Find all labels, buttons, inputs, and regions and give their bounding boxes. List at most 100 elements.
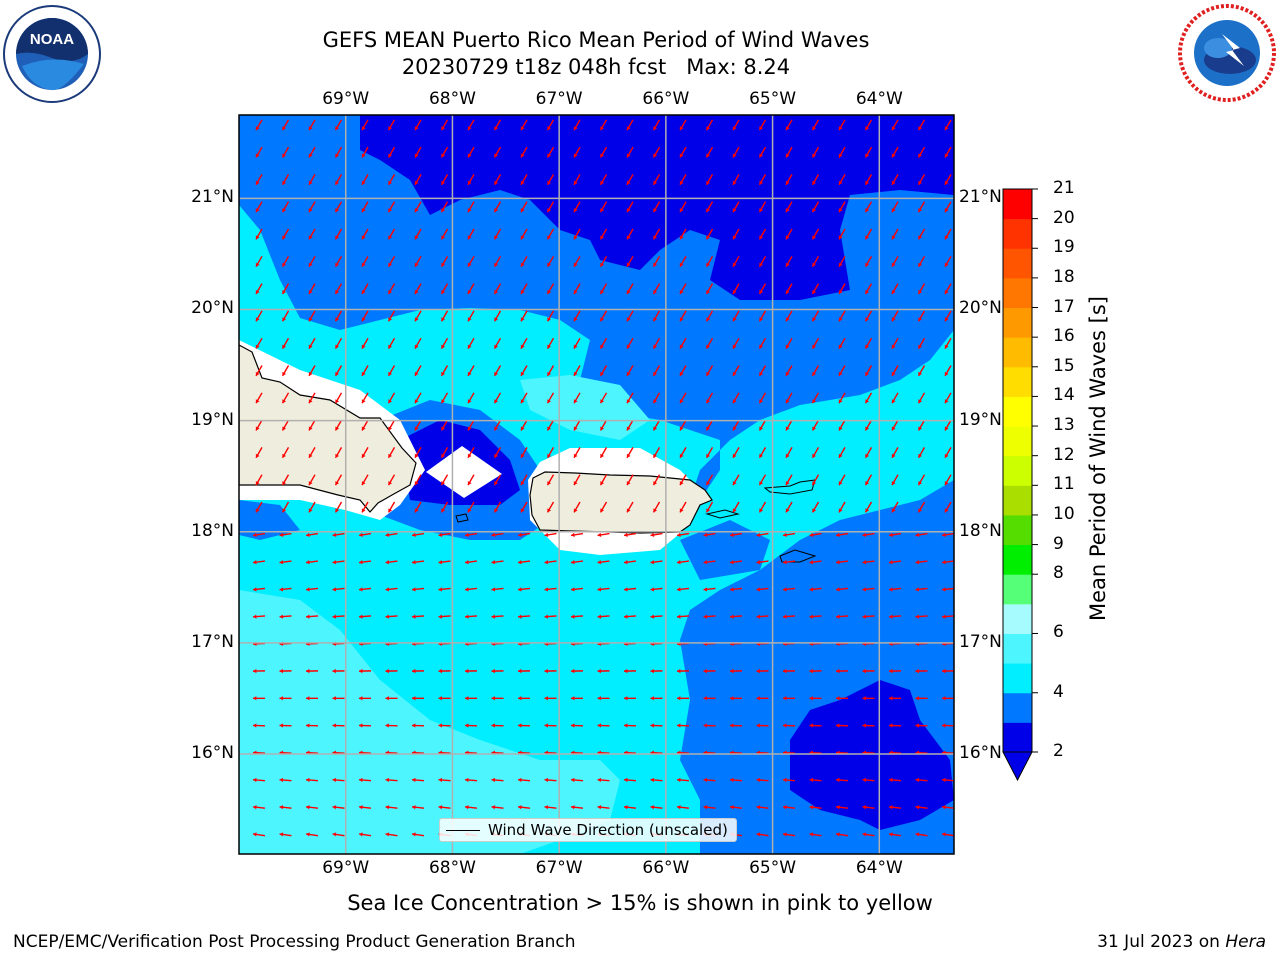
wave-direction-arrowhead [838,235,843,240]
wave-direction-arrowhead [308,508,313,513]
wave-direction-arrowhead [730,723,734,728]
wave-direction-arrowhead [494,235,499,240]
wave-direction-arrowhead [306,532,310,538]
wave-direction-arrowhead [891,344,896,349]
wave-direction-arrowhead [624,805,628,810]
wave-direction-arrowhead [335,426,340,431]
wave-direction-arrowhead [653,371,658,376]
wave-direction-arrowhead [706,481,711,486]
wave-direction-arrowhead [624,668,628,674]
wave-direction-arrowhead [783,777,787,783]
wave-direction-arrowhead [915,668,919,674]
wave-direction-arrowhead [730,696,734,701]
wave-direction-arrowhead [600,344,605,349]
wave-direction-arrowhead [679,426,684,431]
period-field [239,115,954,854]
wave-direction-arrowhead [838,426,843,431]
wave-direction-arrowhead [414,289,419,294]
wave-direction-arrowhead [783,832,787,837]
wave-direction-arrowhead [414,399,419,404]
colorbar-tick-label: 18 [1053,266,1075,287]
wave-direction-arrowhead [891,453,896,458]
wave-direction-arrowhead [865,235,870,240]
wave-direction-arrowhead [706,453,711,458]
wave-direction-arrowhead [653,235,658,240]
wave-direction-arrowhead [862,805,867,810]
wave-direction-arrowhead [862,832,867,837]
wave-direction-arrowhead [889,560,893,565]
wave-direction-arrowhead [862,668,866,674]
wave-direction-arrowhead [544,777,549,783]
lat-tick-left: 21°N [191,187,234,208]
wave-direction-arrowhead [308,262,313,267]
wave-direction-arrowhead [412,832,416,837]
wave-direction-arrowhead [915,805,920,810]
wind-wave-arrows [252,119,954,837]
lon-tick-top: 65°W [749,89,797,109]
wave-direction-arrowhead [359,668,363,674]
wave-direction-arrowhead [361,235,366,240]
wave-direction-arrowhead [732,371,737,376]
wave-direction-arrowhead [412,532,416,538]
wave-direction-arrowhead [703,723,707,728]
wave-direction-arrowhead [865,508,870,513]
wave-direction-arrowhead [653,153,658,158]
wave-direction-arrowhead [759,481,764,486]
contour-6-8-south [239,590,620,854]
wave-direction-arrowhead [253,560,257,565]
wave-direction-arrowhead [600,508,605,513]
wave-direction-arrowhead [677,668,681,674]
wave-direction-arrowhead [706,235,711,240]
wave-direction-arrowhead [361,399,366,404]
wave-direction-arrowhead [282,180,287,185]
wave-direction-arrowhead [494,262,499,267]
wave-direction-arrowhead [573,317,578,322]
wave-direction-arrowhead [703,777,708,783]
wave-direction-arrowhead [836,560,840,565]
contour-2-4-southwest [239,500,300,540]
lat-tick-right: 16°N [959,742,1002,763]
wave-direction-arrowhead [388,153,393,158]
lon-tick-bottom: 64°W [855,858,903,878]
wave-direction-arrowhead [679,317,684,322]
wave-direction-arrowhead [756,560,761,565]
wave-direction-arrowhead [785,344,790,349]
wave-direction-arrowhead [706,508,711,513]
wave-direction-arrowhead [838,317,843,322]
lat-tick-left: 18°N [191,520,234,541]
wave-direction-arrowhead [518,560,522,565]
wave-direction-arrowhead [282,126,287,131]
wave-direction-arrowhead [518,532,522,538]
wave-direction-arrowhead [944,371,949,376]
wave-direction-arrowhead [783,668,787,674]
wave-direction-arrowhead [706,317,711,322]
wave-direction-arrowhead [679,126,684,131]
wave-direction-arrowhead [865,289,870,294]
wave-direction-arrowhead [838,289,843,294]
wave-direction-arrowhead [944,453,949,458]
wave-direction-arrowhead [544,532,549,538]
footer-date-text: 31 Jul 2023 on [1097,932,1220,952]
wave-direction-arrowhead [918,289,923,294]
wave-direction-arrowhead [836,532,840,538]
wave-direction-arrowhead [624,587,628,592]
colorbar-tick-label: 19 [1053,237,1075,258]
wave-direction-arrowhead [759,426,764,431]
wave-direction-arrowhead [626,371,631,376]
wave-direction-arrowhead [706,399,711,404]
colorbar-tick-label: 12 [1053,444,1075,465]
wave-direction-arrowhead [706,426,711,431]
wave-direction-arrowhead [520,180,525,185]
wave-direction-arrowhead [361,126,366,131]
wave-direction-arrowhead [918,126,923,131]
wave-direction-arrowhead [650,723,654,728]
wave-direction-arrowhead [600,180,605,185]
wave-direction-arrowhead [730,805,734,810]
wave-direction-arrowhead [544,587,549,592]
wave-direction-arrowhead [626,235,631,240]
wave-direction-arrowhead [809,723,813,728]
wave-direction-arrowhead [944,126,949,131]
wave-direction-arrowhead [279,777,284,783]
wave-direction-arrowhead [255,508,260,513]
wave-direction-arrowhead [706,126,711,131]
